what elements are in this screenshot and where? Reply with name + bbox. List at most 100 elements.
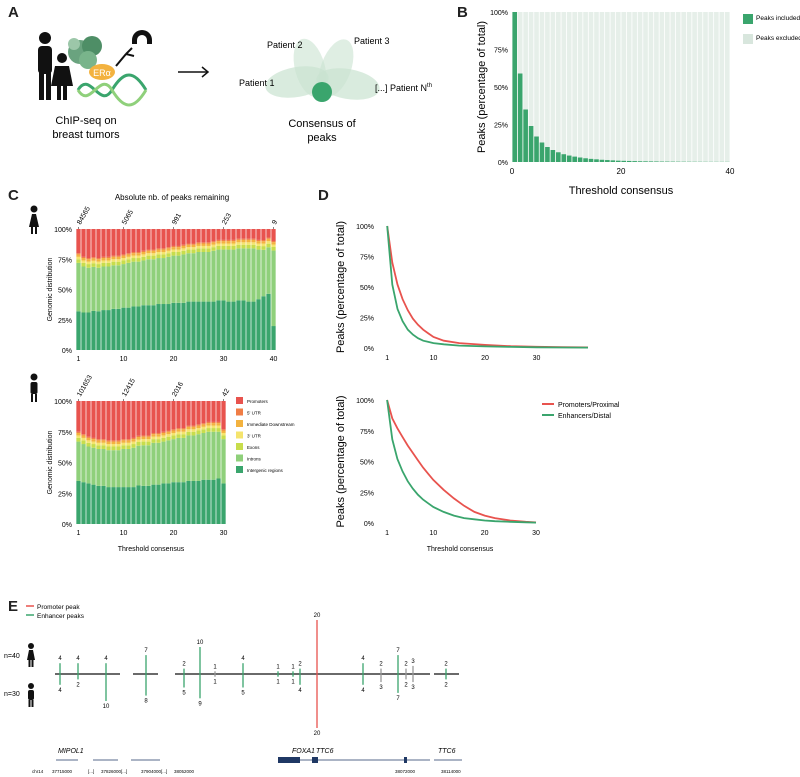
bar-segment [141,435,146,437]
bar-segment [231,245,236,250]
gene-label: FOXA1 [292,748,315,755]
bar-segment [136,437,141,440]
legend-swatch [236,431,243,439]
bar-segment [161,258,166,305]
bar-segment [161,435,166,438]
legend-swatch-excluded [743,34,753,44]
bar-segment [206,421,211,424]
bar-segment [251,242,256,245]
bar-segment [226,229,231,240]
bar-segment [81,256,86,259]
x-tick-label: 10 [429,530,437,537]
series-line [386,225,589,349]
bar-segment [151,305,156,350]
bar-segment [191,480,196,524]
bar-segment [196,425,201,429]
bar-segment [141,436,146,440]
x-tick-label: 1 [77,356,81,363]
bar-segment [191,301,196,350]
bar-segment [131,253,136,256]
peak-count-top: 10 [197,640,204,646]
bar-segment [206,423,211,426]
y-tick-label: 100% [54,399,72,406]
family-icon [38,32,73,100]
bar-segment [201,245,206,249]
bar-segment [246,238,251,240]
bar-segment [221,439,226,484]
bar-segment [151,255,156,260]
bar-segment [151,250,156,254]
bar-segment [146,229,151,250]
peak-count-label: 42 [221,388,231,398]
peak-count-bottom: 10 [103,704,110,710]
bar-segment [106,450,111,488]
bar-segment [101,445,106,449]
x-tick-label: 20 [170,356,178,363]
bar-segment [76,431,81,433]
legend-label-included: Peaks included in consensus [756,15,800,22]
chromosome-label: chr14 [32,769,44,774]
bar-segment [166,401,171,431]
bar-segment [146,259,151,306]
bar-excluded [714,12,719,162]
bar-segment [91,310,96,350]
bar-segment [186,243,191,245]
coordinate-label: 37826000 [101,769,122,774]
bar-segment [151,436,156,440]
bar-segment [206,301,211,350]
bar-segment [191,247,196,250]
bar-segment [136,306,141,350]
bar-segment [76,435,81,438]
peak-count-top: 3 [411,659,415,665]
bar-segment [106,229,111,257]
bar-segment [266,241,271,244]
bar-segment [186,431,191,436]
bar-segment [136,439,141,442]
bar-segment [111,450,116,488]
bar-excluded [517,12,523,74]
bar-segment [76,480,81,524]
bar-excluded [708,12,714,162]
panel-label-b: B [457,4,468,21]
bar-segment [156,251,161,255]
bar-segment [106,401,111,441]
bar-segment [116,229,121,256]
bar-included [599,159,605,162]
bar-segment [76,262,81,312]
panel-label-c: C [8,187,19,204]
bar-excluded [681,12,686,162]
bar-segment [126,448,131,488]
bar-segment [196,242,201,244]
bar-segment [201,248,206,252]
bar-segment [256,241,261,244]
bar-segment [211,421,216,424]
bar-segment [181,250,186,255]
bar-segment [191,425,196,427]
bar-excluded [594,12,599,160]
bar-segment [111,446,116,451]
bar-segment [166,440,171,484]
bar-segment [86,436,91,438]
bar-segment [206,245,211,249]
peak-count-label: 12415 [121,378,137,398]
bar-segment [146,445,151,486]
bar-segment [196,245,201,249]
peak-count-top: 2 [404,662,408,668]
bar-segment [201,429,206,433]
promoter-legend-label: Promoter peak [37,604,80,611]
row-bottom-label: n=30 [4,691,20,698]
bar-segment [96,442,101,446]
bar-excluded [697,12,703,162]
peak-count-bottom: 8 [144,699,148,705]
bar-included [643,161,648,162]
peak-count-bottom: 4 [298,688,302,694]
bar-segment [101,401,106,440]
bar-excluded [621,12,627,161]
bar-segment [101,310,106,350]
bar-segment [76,432,81,436]
peak-count-label: 9 [271,219,279,226]
bar-segment [151,229,156,250]
bar-segment [231,243,236,246]
bar-segment [96,485,101,524]
